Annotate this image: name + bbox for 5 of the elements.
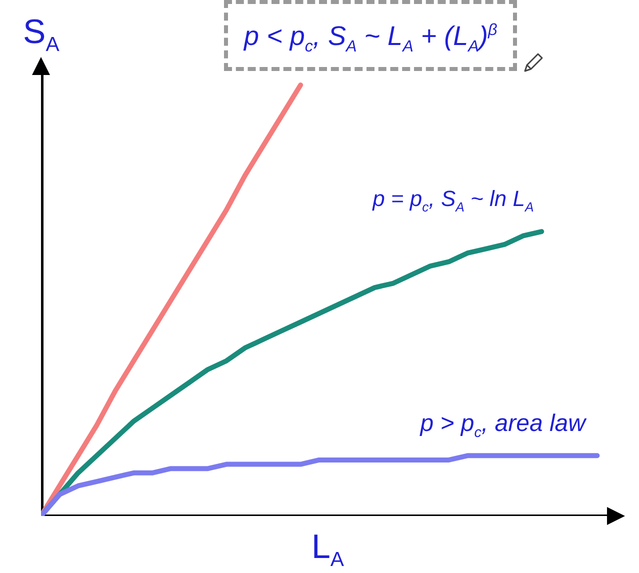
text: p < p$_{c}$, S$_{A}$ ~ L$_{A}$ + (L$_{A}$)$^{β}$ (244, 21, 498, 56)
series-label: p = p$_{c}$, S$_{A}$ ~ ln L$_{A}$ (372, 186, 534, 214)
series-label: p > p$_{c}$, area law (420, 410, 586, 440)
y-axis-title: S$_{A}$ (23, 13, 60, 56)
x-axis-title: L$_{A}$ (312, 528, 344, 571)
